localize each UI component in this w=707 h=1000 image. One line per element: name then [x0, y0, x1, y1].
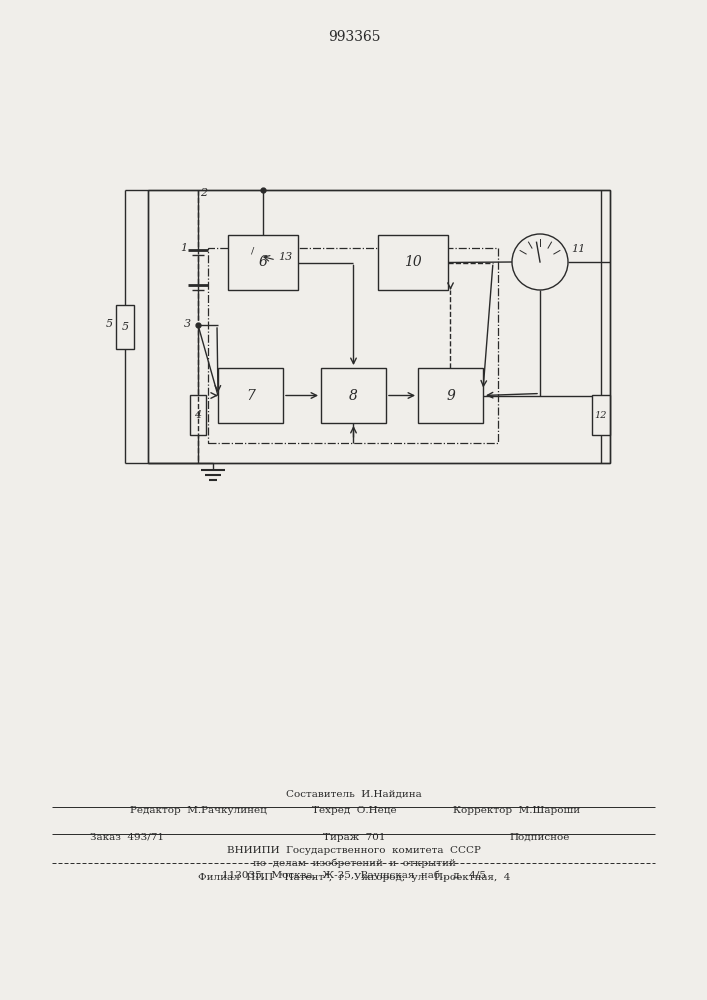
Bar — [116, 305, 134, 349]
Text: Филиал  ППП  "Патент",  г.  Ужгород,  ул.  Проектная,  4: Филиал ППП "Патент", г. Ужгород, ул. Про… — [198, 873, 510, 882]
Text: 1: 1 — [180, 243, 187, 253]
Bar — [321, 368, 386, 423]
Text: Корректор  М.Шароши: Корректор М.Шароши — [453, 806, 580, 815]
Text: 10: 10 — [404, 255, 422, 269]
Bar — [592, 395, 610, 435]
Text: Составитель  И.Найдина: Составитель И.Найдина — [286, 790, 422, 798]
Text: 5: 5 — [106, 319, 113, 329]
Text: Редактор  М.Рачкулинец: Редактор М.Рачкулинец — [130, 806, 267, 815]
Text: 11: 11 — [571, 244, 585, 254]
Text: 2: 2 — [200, 188, 207, 198]
Text: 8: 8 — [349, 388, 358, 402]
Text: 13: 13 — [278, 252, 292, 262]
Circle shape — [512, 234, 568, 290]
Text: ВНИИПИ  Государственного  комитета  СССР: ВНИИПИ Государственного комитета СССР — [227, 846, 481, 855]
Text: Заказ  493/71: Заказ 493/71 — [90, 833, 164, 842]
Bar — [190, 395, 206, 435]
Bar — [378, 235, 448, 290]
Text: Подписное: Подписное — [510, 833, 570, 842]
Text: 12: 12 — [595, 410, 607, 420]
Bar — [208, 248, 498, 443]
Text: по  делам  изобретений  и  открытий: по делам изобретений и открытий — [252, 858, 455, 867]
Bar — [418, 368, 483, 423]
Text: 993365: 993365 — [328, 30, 380, 44]
Text: Тираж  701: Тираж 701 — [323, 833, 385, 842]
Bar — [228, 235, 298, 290]
Text: 3: 3 — [184, 319, 191, 329]
Text: 9: 9 — [446, 388, 455, 402]
Text: 113035,  Москва,  Ж-35,  Раушская  наб.,  д.  4/5: 113035, Москва, Ж-35, Раушская наб., д. … — [222, 870, 486, 880]
Text: Техред  О.Неце: Техред О.Неце — [312, 806, 397, 815]
Text: 4: 4 — [194, 410, 201, 420]
Bar — [148, 190, 610, 463]
Text: /: / — [251, 247, 255, 256]
Bar — [218, 368, 283, 423]
Text: 6: 6 — [259, 255, 267, 269]
Text: 5: 5 — [122, 322, 129, 332]
Text: 7: 7 — [246, 388, 255, 402]
